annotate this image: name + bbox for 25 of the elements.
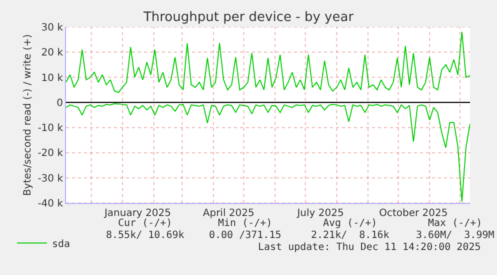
- y-tick-label: -40 k: [38, 198, 64, 210]
- text: 3.60M/ 3.99M: [416, 230, 494, 241]
- y-tick-label: -10 k: [38, 123, 64, 134]
- text: Max (-/+): [428, 218, 482, 229]
- y-tick-label: -30 k: [38, 173, 64, 184]
- x-tick-label: April 2025: [202, 208, 254, 219]
- y-tick-label: 0: [56, 98, 63, 109]
- y-axis-title: Bytes/second read (-) / write (+): [22, 34, 34, 196]
- chart-title: Throughput per device - by year: [142, 10, 354, 26]
- text: Cur (-/+): [118, 218, 172, 229]
- legend-label: sda: [52, 238, 70, 250]
- text: Avg (-/+): [323, 218, 378, 229]
- text: 2.21k/ 8.16k: [311, 230, 390, 241]
- y-tick-label: -20 k: [38, 148, 64, 160]
- x-tick-label: January 2025: [103, 208, 171, 219]
- x-tick-label: October 2025: [379, 208, 448, 219]
- text: 8.55k/ 10.69k: [106, 230, 184, 241]
- y-tick-label: 10 k: [41, 72, 64, 84]
- text: Min (-/+): [218, 218, 272, 229]
- y-tick-label: 20 k: [41, 48, 64, 59]
- text: Last update: Thu Dec 11 14:20:00 2025: [258, 242, 481, 253]
- text: 0.00 /371.15: [209, 230, 282, 241]
- x-tick-label: July 2025: [296, 208, 344, 219]
- y-tick-label: 30 k: [41, 22, 64, 34]
- line-series: [66, 31, 470, 93]
